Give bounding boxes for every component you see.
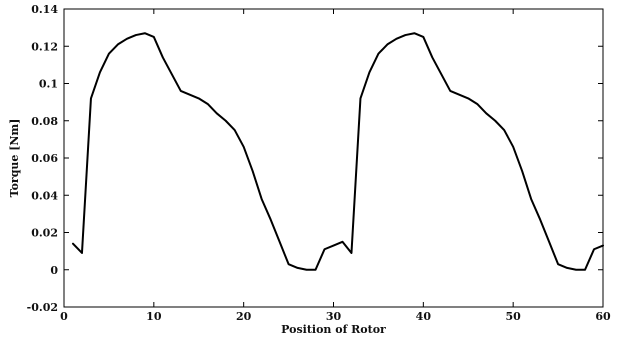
y-tick-label: 0.12 [31, 40, 58, 53]
y-tick-label: 0.04 [31, 189, 58, 202]
x-axis-label: Position of Rotor [281, 323, 386, 336]
x-tick-label: 30 [326, 310, 342, 323]
y-tick-label: 0 [50, 264, 58, 277]
y-tick-label: 0.1 [39, 78, 58, 91]
torque-series-line [71, 32, 604, 271]
y-tick-label: 0.02 [31, 227, 58, 240]
x-tick-label: 10 [146, 310, 162, 323]
y-axis-label: Torque [Nm] [8, 119, 21, 198]
x-tick-label: 50 [506, 310, 522, 323]
ticks-layer [63, 8, 604, 308]
x-tick-label: 20 [236, 310, 252, 323]
y-tick-label: 0.06 [31, 152, 58, 165]
x-tick-label: 0 [60, 310, 68, 323]
x-tick-label: 60 [595, 310, 611, 323]
y-tick-label: 0.08 [31, 115, 58, 128]
plot-frame [63, 8, 604, 308]
x-tick-label: 40 [416, 310, 432, 323]
y-tick-label: -0.02 [27, 301, 58, 314]
tick-labels-layer: 0 10 20 30 40 50 60-0.0200.020.040.060.080.10.… [27, 3, 611, 323]
y-tick-label: 0.14 [31, 3, 58, 16]
